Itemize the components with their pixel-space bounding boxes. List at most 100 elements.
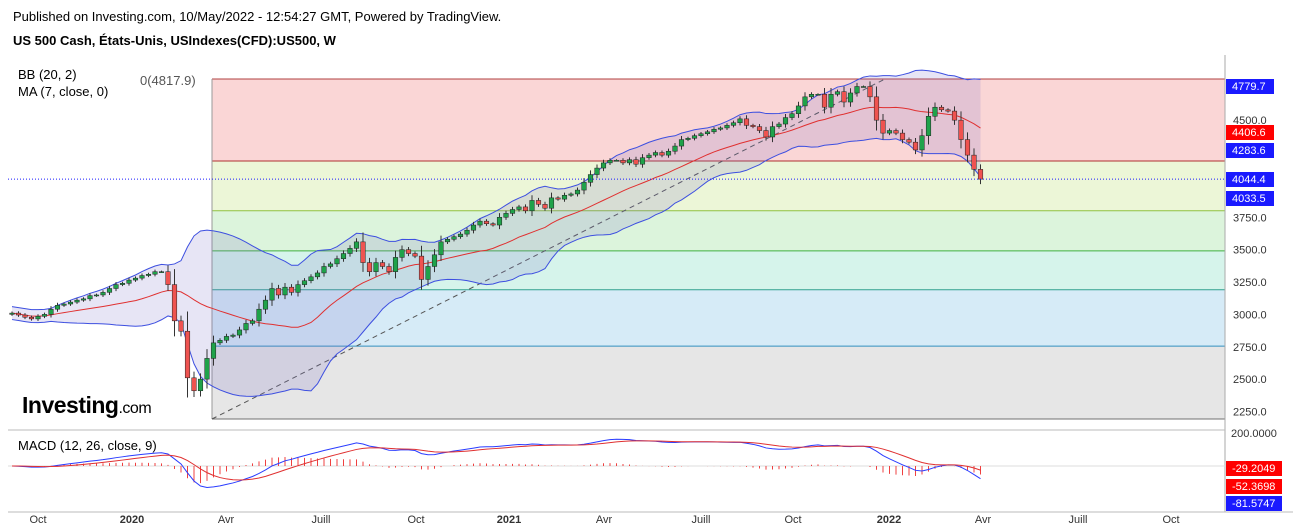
candle-body	[698, 133, 704, 136]
candle-body	[743, 118, 750, 126]
price-tick-label: 3000.0	[1233, 309, 1267, 321]
candle-body	[581, 182, 587, 191]
candle	[782, 113, 789, 128]
published-line: Published on Investing.com, 10/May/2022 …	[13, 9, 502, 24]
candle-body	[236, 329, 243, 336]
candle	[958, 111, 964, 149]
macd-line	[11, 438, 981, 489]
candle	[691, 133, 698, 141]
candle	[704, 130, 711, 136]
candle-body	[67, 301, 74, 305]
candle-body	[61, 303, 67, 306]
candle-body	[548, 197, 555, 209]
candle	[737, 116, 743, 126]
candle	[360, 232, 366, 272]
candle-body	[496, 217, 503, 226]
candle	[80, 297, 87, 302]
candle-body	[756, 126, 763, 131]
time-tick-label: Oct	[29, 514, 46, 526]
candle-body	[925, 116, 932, 136]
time-tick-label: Oct	[407, 514, 424, 526]
candle-body	[971, 154, 977, 170]
candle-body	[204, 358, 210, 380]
candle-body	[470, 224, 477, 231]
candle-body	[555, 197, 561, 200]
candle	[886, 128, 893, 136]
price-tick-label: 3750.0	[1233, 212, 1267, 224]
time-tick-label: Avr	[596, 514, 613, 526]
candle	[28, 315, 35, 321]
candle	[821, 88, 828, 114]
candle	[815, 93, 821, 96]
candle	[717, 126, 724, 131]
candle-body	[321, 266, 327, 274]
candle-body	[126, 279, 132, 284]
candle-body	[912, 141, 919, 151]
candle-body	[620, 160, 626, 164]
candle	[646, 153, 652, 160]
candle-body	[28, 316, 35, 320]
fib-zone	[212, 79, 1225, 161]
candle-body	[587, 174, 594, 183]
candle-body	[724, 125, 730, 129]
time-tick-label: Oct	[1162, 514, 1179, 526]
price-badge-bb-basis: 4283.6	[1226, 143, 1274, 158]
candle-body	[821, 94, 828, 108]
candle	[425, 260, 431, 286]
candle-body	[191, 377, 197, 392]
candle	[555, 196, 561, 201]
candle-body	[399, 249, 405, 258]
price-badge-bg	[1226, 191, 1274, 206]
candle-body	[964, 139, 971, 156]
candle-body	[80, 298, 87, 301]
time-tick-label: 2020	[120, 514, 144, 526]
candle	[15, 311, 22, 317]
candle	[912, 138, 919, 155]
candle-body	[841, 91, 847, 103]
ma-indicator-label[interactable]: MA (7, close, 0)	[18, 84, 109, 99]
candle	[925, 107, 932, 145]
candle-body	[789, 113, 795, 118]
candle	[529, 195, 535, 216]
candle	[340, 250, 347, 262]
candle-body	[87, 295, 93, 300]
candle-body	[717, 127, 724, 130]
candle	[561, 192, 568, 202]
candle	[496, 213, 503, 230]
candle-body	[906, 139, 912, 143]
price-badge-ma: 4406.6	[1226, 125, 1274, 140]
candle-body	[412, 253, 418, 257]
fibonacci-retracement	[211, 78, 1225, 420]
candle	[314, 270, 321, 280]
candle	[548, 192, 555, 214]
candle-body	[633, 159, 639, 165]
candle	[516, 204, 522, 212]
candle-body	[139, 275, 145, 279]
candle	[61, 302, 67, 307]
candle-body	[54, 305, 61, 310]
candle	[685, 136, 691, 142]
candle-body	[425, 266, 431, 280]
candle	[191, 371, 197, 397]
price-badge-text: 4779.7	[1232, 81, 1266, 93]
fib-zone	[212, 346, 1225, 419]
price-badge-text: 4044.4	[1232, 174, 1266, 186]
macd-badge-text: -52.3698	[1232, 481, 1275, 493]
candle-body	[574, 189, 581, 195]
price-badge-bb-lower: 4033.5	[1226, 191, 1274, 206]
candle-body	[860, 86, 867, 88]
candle-body	[223, 336, 230, 341]
candle-body	[652, 152, 659, 156]
candle	[301, 278, 308, 288]
candle	[711, 127, 717, 134]
bb-indicator-label[interactable]: BB (20, 2)	[18, 67, 77, 82]
candle-body	[314, 272, 321, 278]
candle-body	[48, 308, 54, 315]
candle	[113, 282, 119, 292]
candle-body	[808, 94, 815, 98]
macd-indicator-label[interactable]: MACD (12, 26, close, 9)	[18, 438, 157, 453]
candle	[938, 105, 945, 112]
candle	[672, 142, 678, 155]
candle	[67, 300, 74, 306]
fib-zone	[212, 250, 1225, 290]
